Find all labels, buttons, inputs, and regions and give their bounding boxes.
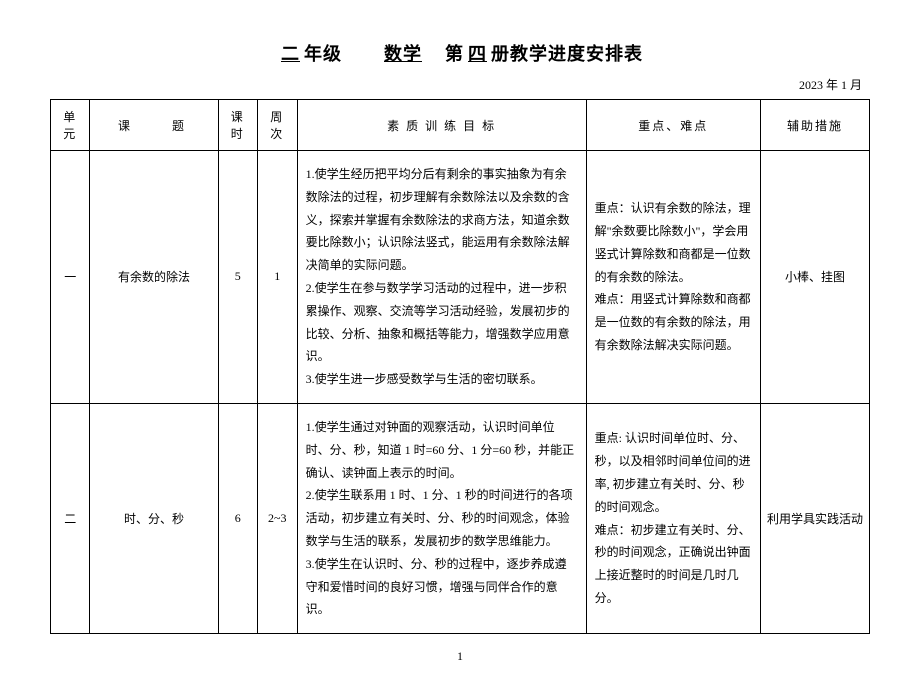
header-topic: 课 题 [90, 100, 218, 151]
cell-aid: 小棒、挂图 [760, 151, 869, 404]
cell-hours: 6 [218, 403, 257, 633]
title-grade: 二 [277, 44, 304, 64]
cell-topic: 有余数的除法 [90, 151, 218, 404]
title-subject: 数学 [380, 44, 426, 64]
cell-hours: 5 [218, 151, 257, 404]
cell-goals: 1.使学生通过对钟面的观察活动，认识时间单位时、分、秒，知道 1 时=60 分、… [297, 403, 586, 633]
header-weeks: 周次 [257, 100, 297, 151]
title-volume: 四 [464, 44, 491, 64]
cell-aid: 利用学具实践活动 [760, 403, 869, 633]
cell-unit: 二 [51, 403, 90, 633]
cell-focus: 重点: 认识时间单位时、分、秒，以及相邻时间单位间的进率, 初步建立有关时、分、… [586, 403, 760, 633]
cell-weeks: 2~3 [257, 403, 297, 633]
cell-goals: 1.使学生经历把平均分后有剩余的事实抽象为有余数除法的过程，初步理解有余数除法以… [297, 151, 586, 404]
cell-focus: 重点：认识有余数的除法，理解"余数要比除数小"，学会用竖式计算除数和商都是一位数… [586, 151, 760, 404]
header-goals: 素 质 训 练 目 标 [297, 100, 586, 151]
table-header-row: 单元 课 题 课时 周次 素 质 训 练 目 标 重点、难点 辅助措施 [51, 100, 870, 151]
header-focus: 重点、难点 [586, 100, 760, 151]
table-row: 二 时、分、秒 6 2~3 1.使学生通过对钟面的观察活动，认识时间单位时、分、… [51, 403, 870, 633]
table-row: 一 有余数的除法 5 1 1.使学生经历把平均分后有剩余的事实抽象为有余数除法的… [51, 151, 870, 404]
document-date: 2023 年 1 月 [50, 76, 870, 93]
header-hours: 课时 [218, 100, 257, 151]
page-title: 二年级 数学 第四册教学进度安排表 [50, 40, 870, 66]
schedule-table: 单元 课 题 课时 周次 素 质 训 练 目 标 重点、难点 辅助措施 一 有余… [50, 99, 870, 634]
header-aid: 辅助措施 [760, 100, 869, 151]
cell-unit: 一 [51, 151, 90, 404]
cell-topic: 时、分、秒 [90, 403, 218, 633]
cell-weeks: 1 [257, 151, 297, 404]
header-unit: 单元 [51, 100, 90, 151]
page-number: 1 [50, 649, 870, 664]
